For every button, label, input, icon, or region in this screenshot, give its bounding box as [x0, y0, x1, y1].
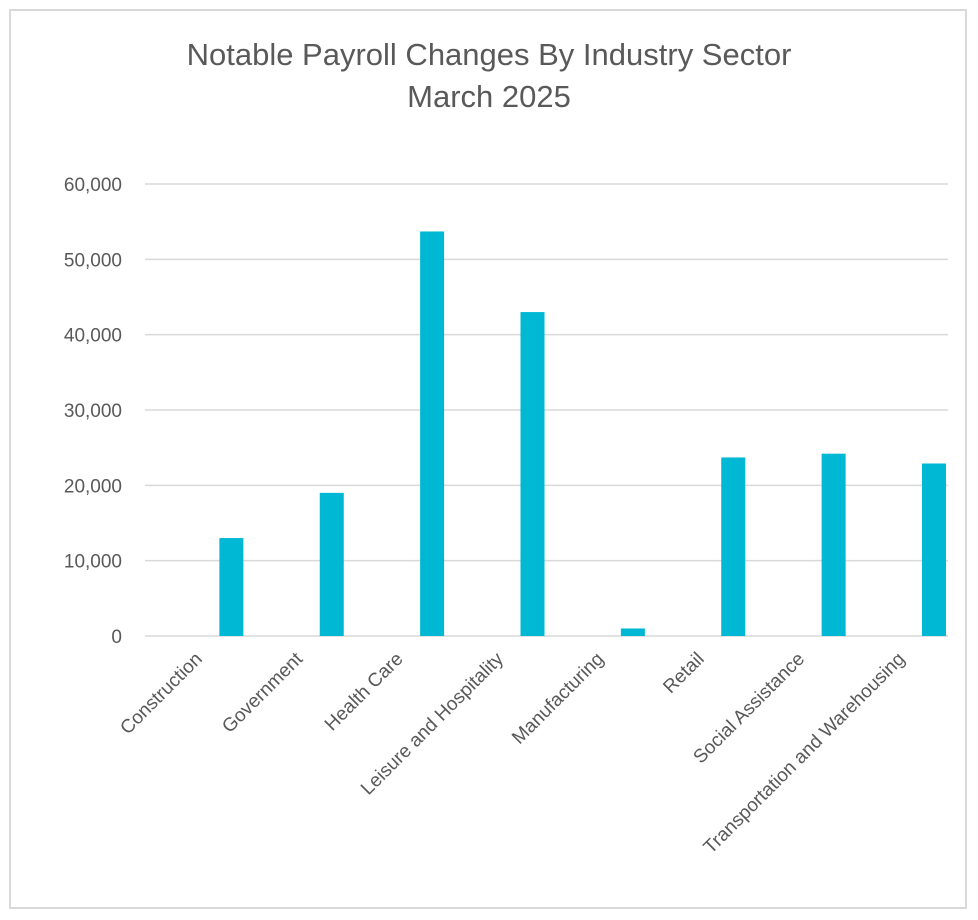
bar	[420, 231, 445, 636]
y-tick-label: 60,000	[64, 175, 122, 196]
x-tick-label: Government	[218, 648, 307, 737]
x-tick-label: Retail	[659, 649, 708, 698]
bar	[721, 457, 746, 636]
bar	[620, 628, 645, 636]
bar	[922, 463, 946, 636]
chart-title: Notable Payroll Changes By Industry Sect…	[0, 34, 978, 118]
x-tick-label: Transportation and Warehousing	[700, 649, 910, 859]
y-tick-label: 0	[111, 627, 122, 648]
y-tick-label: 50,000	[64, 250, 122, 271]
y-tick-label: 40,000	[64, 326, 122, 347]
chart-frame	[9, 9, 967, 909]
bar	[520, 312, 545, 636]
chart-subtitle: March 2025	[407, 79, 571, 114]
x-tick-label: Manufacturing	[508, 649, 608, 749]
bar	[821, 453, 846, 636]
chart-title-line: Notable Payroll Changes By Industry Sect…	[186, 37, 792, 72]
y-tick-label: 10,000	[64, 552, 122, 573]
y-tick-label: 30,000	[64, 401, 122, 422]
x-tick-label: Social Assistance	[690, 649, 809, 768]
x-tick-label: Health Care	[321, 649, 408, 736]
x-tick-label: Construction	[116, 649, 206, 739]
y-tick-label: 20,000	[64, 476, 122, 497]
bar	[219, 538, 244, 636]
bar	[319, 492, 344, 636]
